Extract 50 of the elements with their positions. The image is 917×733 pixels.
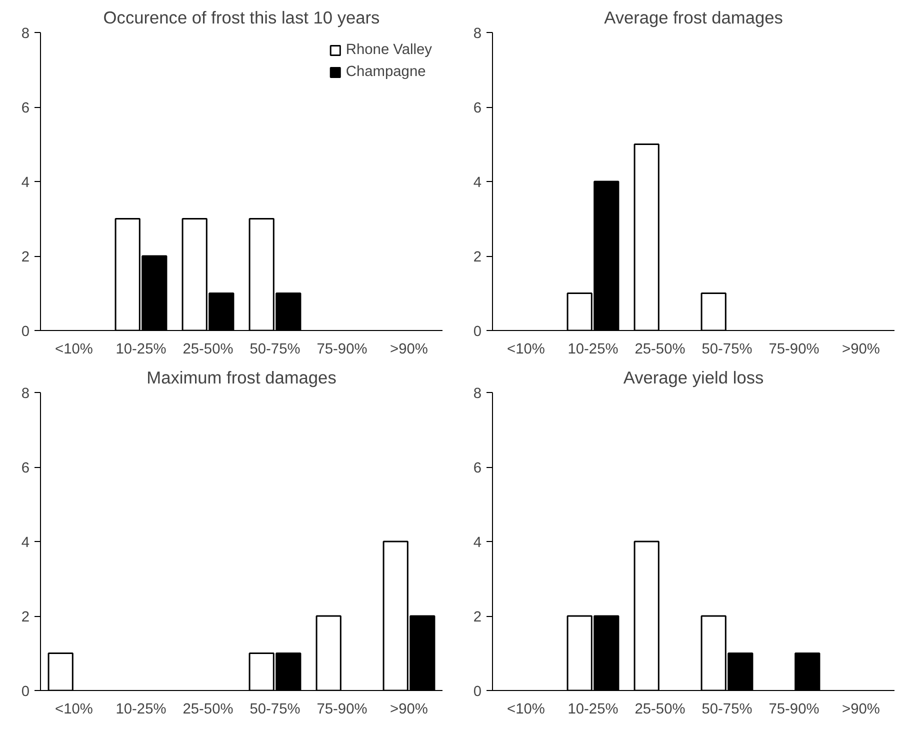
chart-title: Average frost damages <box>604 8 784 28</box>
x-tick-label: <10% <box>55 342 93 358</box>
x-tick-label: 10-25% <box>568 342 618 358</box>
y-tick-label: 8 <box>473 386 482 402</box>
x-tick-label: <10% <box>55 702 93 718</box>
y-tick-label: 0 <box>473 684 482 700</box>
x-tick-label: 25-50% <box>182 342 234 358</box>
x-tick-label: 50-75% <box>250 702 300 718</box>
x-tick-label: 50-75% <box>702 702 752 718</box>
x-tick-label: 25-50% <box>634 702 686 718</box>
x-tick-label: 10-25% <box>568 702 618 718</box>
x-tick-label: 50-75% <box>702 342 752 358</box>
legend-label: Champagne <box>346 64 426 80</box>
y-tick-label: 2 <box>473 610 482 626</box>
y-tick-label: 4 <box>21 175 30 191</box>
x-tick-label: 75-90% <box>316 702 368 718</box>
y-tick-label: 4 <box>473 175 482 191</box>
x-tick-label: 75-90% <box>768 702 820 718</box>
y-tick-label: 2 <box>21 610 30 626</box>
x-tick-label: <10% <box>507 342 545 358</box>
y-tick-label: 2 <box>473 250 482 266</box>
y-tick-label: 4 <box>21 535 30 551</box>
x-tick-label: >90% <box>390 702 428 718</box>
chart-title: Occurence of frost this last 10 years <box>103 8 380 28</box>
chart-title: Maximum frost damages <box>146 368 337 388</box>
y-tick-label: 8 <box>21 26 30 42</box>
y-tick-label: 6 <box>473 100 482 116</box>
x-tick-label: 25-50% <box>634 342 686 358</box>
y-tick-label: 6 <box>473 460 482 476</box>
y-tick-label: 8 <box>21 386 30 402</box>
y-tick-label: 0 <box>21 684 30 700</box>
y-tick-label: 6 <box>21 100 30 116</box>
x-tick-label: 75-90% <box>316 342 368 358</box>
x-tick-label: 10-25% <box>116 702 166 718</box>
x-tick-label: >90% <box>842 342 880 358</box>
x-tick-label: 25-50% <box>182 702 234 718</box>
y-tick-label: 0 <box>21 324 30 340</box>
x-tick-label: >90% <box>390 342 428 358</box>
x-tick-label: 75-90% <box>768 342 820 358</box>
x-tick-label: 10-25% <box>116 342 166 358</box>
y-tick-label: 8 <box>473 26 482 42</box>
y-tick-label: 4 <box>473 535 482 551</box>
x-tick-label: >90% <box>842 702 880 718</box>
x-tick-label: <10% <box>507 702 545 718</box>
y-tick-label: 6 <box>21 460 30 476</box>
legend-label: Rhone Valley <box>346 42 432 58</box>
y-tick-label: 0 <box>473 324 482 340</box>
x-tick-label: 50-75% <box>250 342 300 358</box>
y-tick-label: 2 <box>21 250 30 266</box>
chart-title: Average yield loss <box>623 368 764 388</box>
